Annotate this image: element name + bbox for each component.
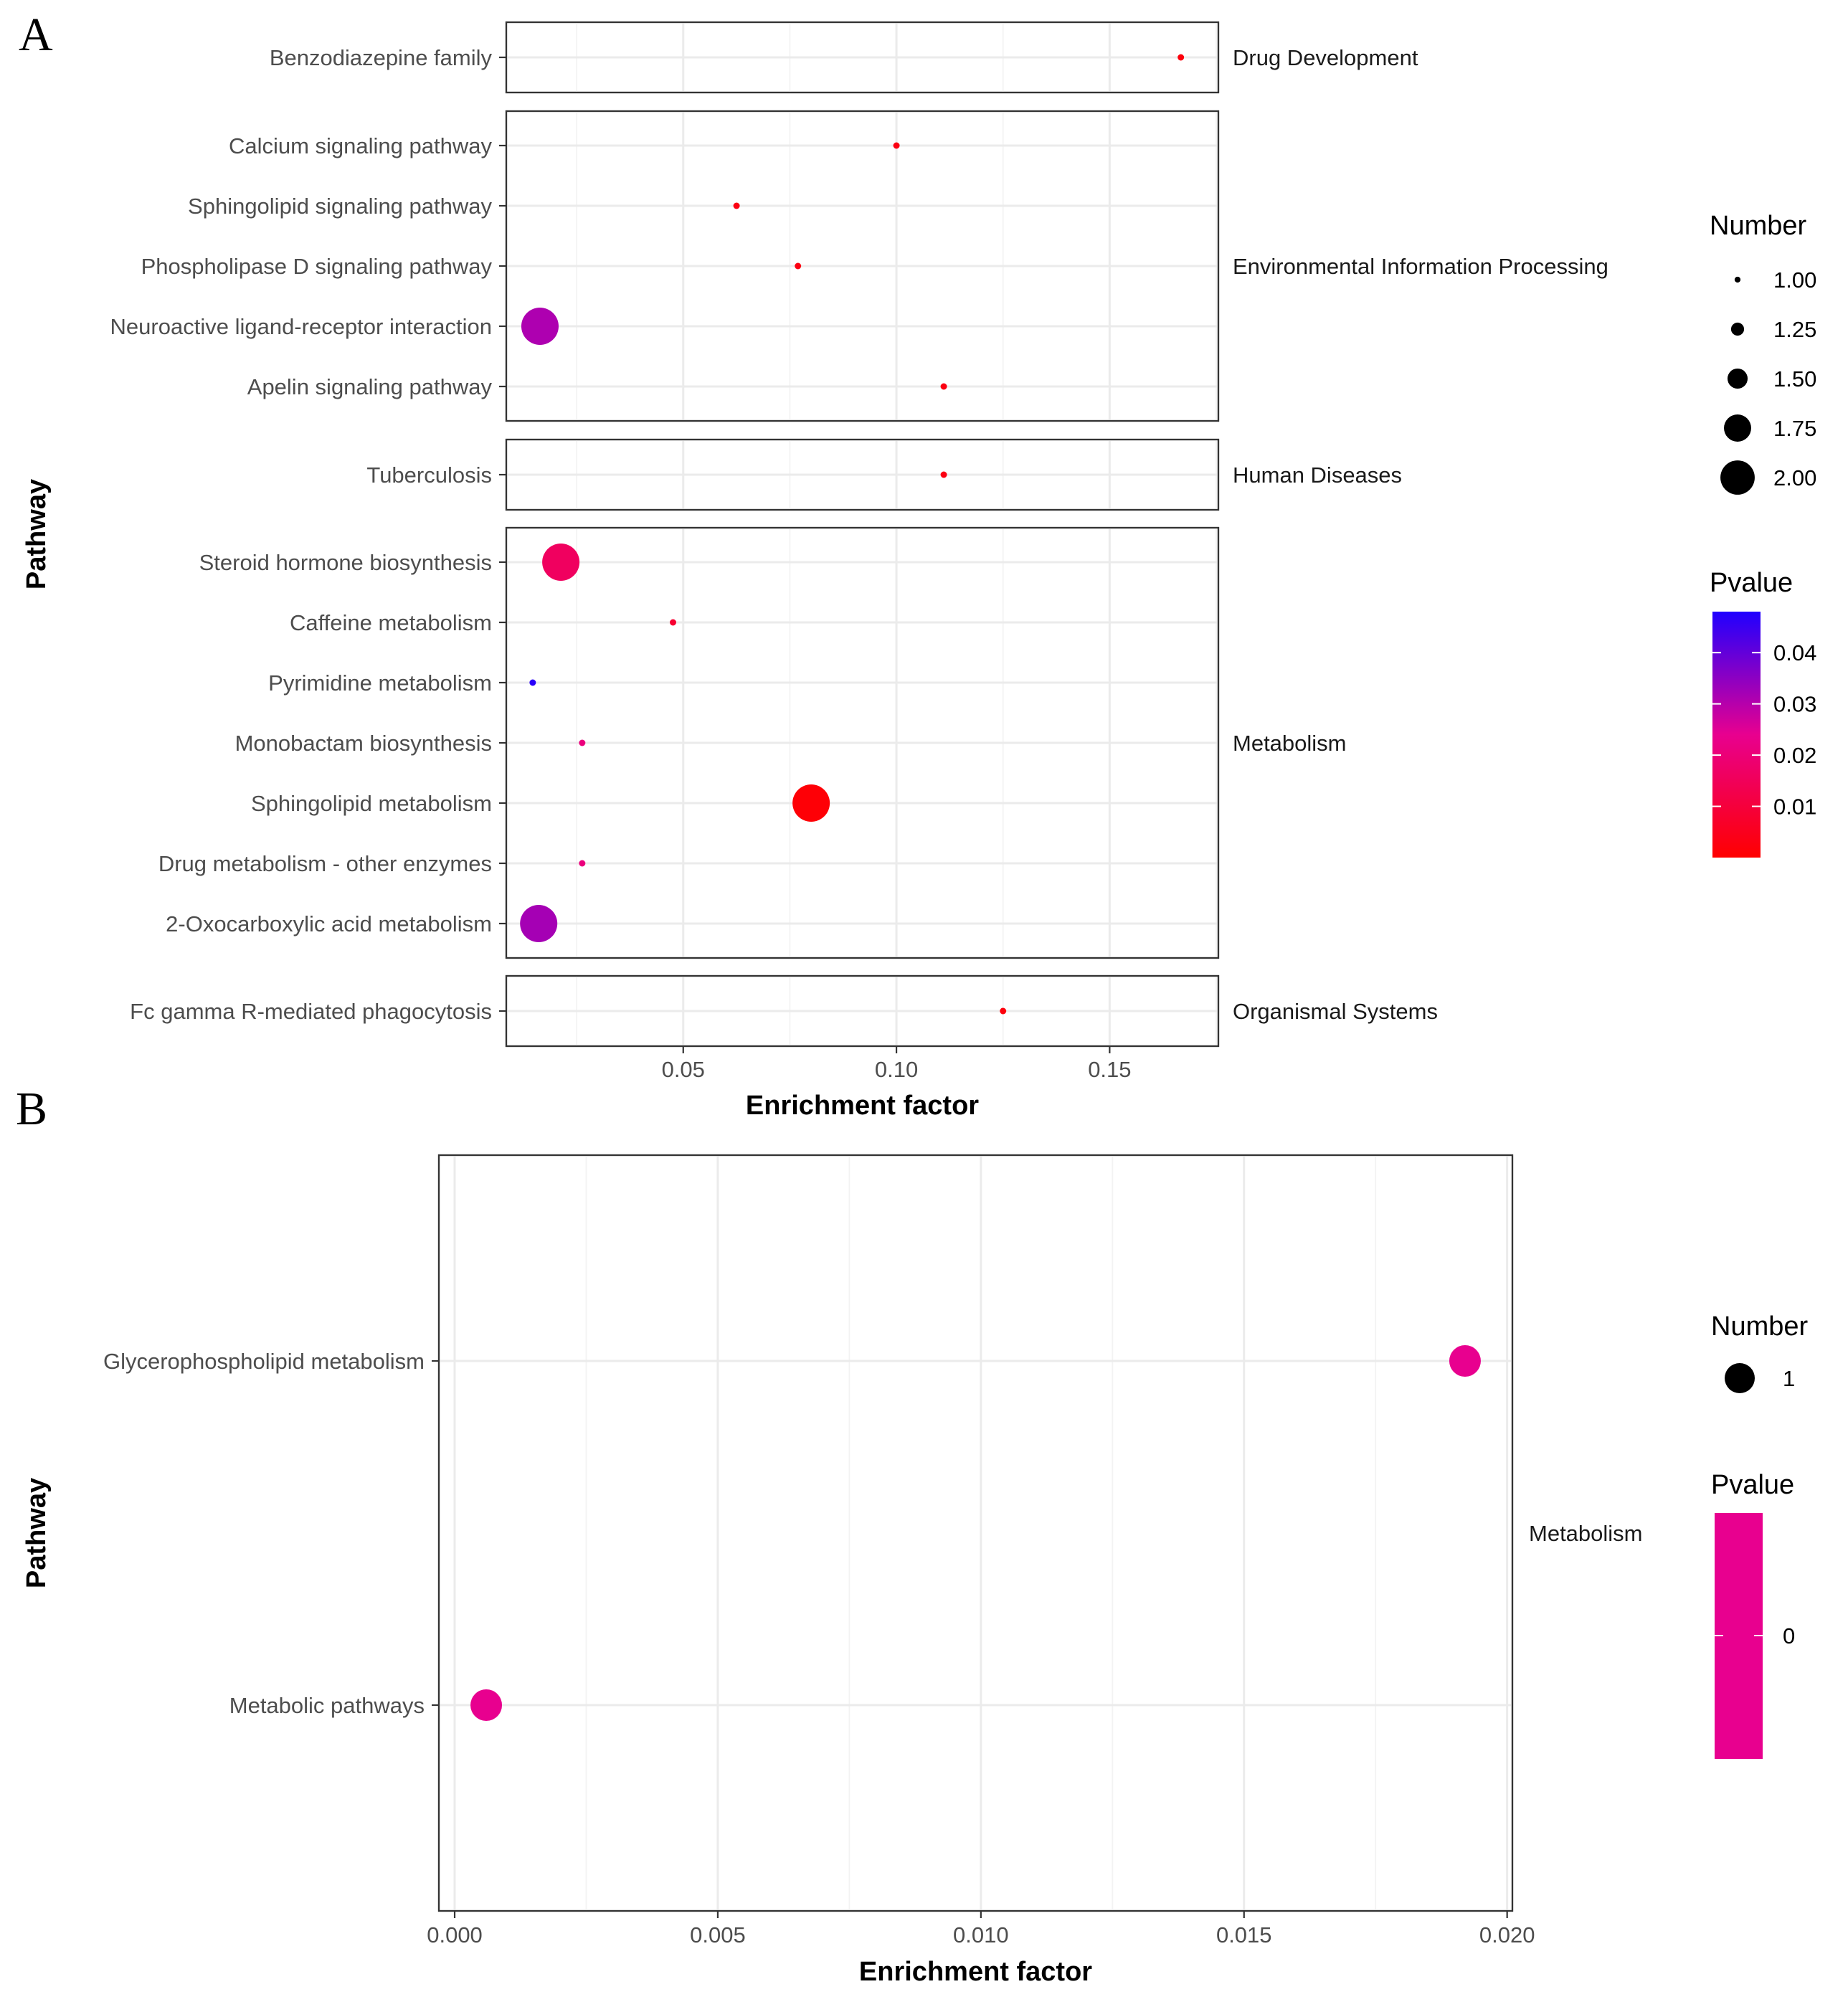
size-legend: Number 1.00 1.25 1.50 1.75 2.00 (1710, 211, 1816, 495)
y-tick-label: Phospholipase D signaling pathway (141, 254, 493, 279)
y-tick-label: Pyrimidine metabolism (268, 670, 492, 696)
panel-a: A Benzodiazepine family Drug Development Ca… (19, 9, 1816, 1121)
size-legend-key (1720, 460, 1755, 495)
x-tick-label: 0.05 (662, 1057, 705, 1082)
x-tick-label: 0.015 (1216, 1922, 1272, 1947)
facet-drug-development: Benzodiazepine family Drug Development (270, 21, 1418, 94)
color-legend: Pvalue 0 (1711, 1470, 1795, 1759)
size-legend-key (1734, 276, 1741, 283)
color-legend: Pvalue 0.04 0.03 0.02 0.01 (1710, 568, 1816, 858)
size-legend-label: 1.75 (1773, 416, 1816, 441)
data-point-metabolic-pathways (470, 1689, 503, 1721)
size-legend-label: 1 (1783, 1366, 1795, 1391)
data-point-drug-metabolism-other-enzymes (579, 860, 586, 867)
y-tick-label: Neuroactive ligand-receptor interaction (110, 314, 492, 339)
x-tick-label: 0.005 (690, 1922, 746, 1947)
facet-strip-label: Metabolism (1233, 731, 1347, 756)
y-tick-label: Caffeine metabolism (290, 610, 492, 635)
facet-human-diseases: Tuberculosis Human Diseases (366, 438, 1402, 511)
data-point-sphingolipid-signaling-pathway (733, 202, 740, 209)
data-point-tuberculosis (940, 471, 947, 478)
data-point-neuroactive-ligand-receptor-interaction (521, 308, 559, 345)
color-legend-title: Pvalue (1711, 1470, 1794, 1500)
data-point-pyrimidine-metabolism (529, 679, 536, 686)
y-tick-label: Apelin signaling pathway (247, 374, 493, 399)
data-point-steroid-hormone-biosynthesis (542, 544, 580, 581)
size-legend-title: Number (1711, 1311, 1808, 1342)
color-legend-label: 0 (1783, 1623, 1795, 1648)
y-tick-label: Steroid hormone biosynthesis (199, 550, 492, 575)
x-axis-title: Enrichment factor (746, 1091, 979, 1121)
y-tick-label: Glycerophospholipid metabolism (103, 1349, 425, 1374)
size-legend-title: Number (1710, 211, 1806, 241)
color-legend-label: 0.02 (1773, 743, 1816, 768)
y-tick-label: Calcium signaling pathway (229, 133, 493, 158)
color-legend-bar (1712, 612, 1761, 858)
y-axis-title: Pathway (22, 1478, 52, 1588)
y-tick-label: Fc gamma R-mediated phagocytosis (130, 999, 492, 1024)
facet-environmental-information-processing: Calcium signaling pathway Sphingolipid si… (110, 110, 1608, 422)
data-point-2-oxocarboxylic-acid-metabolism (520, 905, 558, 942)
y-tick-label: Monobactam biosynthesis (235, 731, 492, 756)
x-axis-title: Enrichment factor (859, 1957, 1092, 1987)
x-tick-label: 0.15 (1088, 1057, 1131, 1082)
facet-organismal-systems: Fc gamma R-mediated phagocytosis Organism… (130, 974, 1438, 1048)
plot-panel (437, 1154, 1514, 1912)
panel-border (437, 1154, 1514, 1912)
data-point-calcium-signaling-pathway (893, 142, 900, 149)
facet-strip-label: Metabolism (1529, 1521, 1643, 1546)
x-tick-label: 0.020 (1479, 1922, 1535, 1947)
size-legend: Number 1 (1711, 1311, 1808, 1393)
x-tick-label: 0.10 (875, 1057, 918, 1082)
facet-strip-label: Organismal Systems (1233, 999, 1438, 1024)
facet-strip-label: Environmental Information Processing (1233, 254, 1608, 279)
data-point-glycerophospholipid-metabolism (1449, 1345, 1481, 1377)
panel-label-a: A (19, 9, 53, 61)
color-legend-title: Pvalue (1710, 568, 1793, 598)
y-axis-title: Pathway (22, 479, 52, 589)
color-legend-label: 0.03 (1773, 692, 1816, 717)
panel-label-b: B (16, 1083, 47, 1135)
color-legend-label: 0.04 (1773, 640, 1816, 665)
size-legend-key (1730, 322, 1745, 336)
facet-strip-label: Human Diseases (1233, 462, 1402, 488)
data-point-phospholipase-d-signaling-pathway (795, 262, 802, 270)
y-tick-label: Metabolic pathways (229, 1693, 425, 1718)
panel-b: B Glycerophospholipid metabolism Metabolic… (16, 1083, 1808, 1987)
size-legend-label: 1.25 (1773, 317, 1816, 342)
y-tick-label: 2-Oxocarboxylic acid metabolism (166, 911, 492, 936)
size-legend-label: 1.00 (1773, 267, 1816, 293)
size-legend-label: 1.50 (1773, 366, 1816, 392)
y-tick-label: Sphingolipid metabolism (251, 791, 492, 816)
color-legend-label: 0.01 (1773, 794, 1816, 820)
facet-strip-label: Drug Development (1233, 45, 1418, 70)
data-point-benzodiazepine-family (1177, 54, 1185, 61)
data-point-fc-gamma-r-mediated-phagocytosis (1000, 1007, 1007, 1015)
facet-metabolism: Steroid hormone biosynthesis Caffeine met… (158, 526, 1347, 959)
data-point-apelin-signaling-pathway (940, 383, 947, 390)
x-tick-label: 0.000 (427, 1922, 483, 1947)
y-tick-label: Drug metabolism - other enzymes (158, 851, 492, 876)
size-legend-key (1725, 1363, 1755, 1393)
y-tick-label: Sphingolipid signaling pathway (188, 194, 492, 219)
data-point-sphingolipid-metabolism (792, 784, 830, 822)
y-tick-label: Benzodiazepine family (270, 45, 493, 70)
data-point-caffeine-metabolism (669, 619, 676, 626)
facet-metabolism: Glycerophospholipid metabolism Metabolic … (103, 1154, 1643, 1912)
data-point-monobactam-biosynthesis (579, 739, 586, 746)
size-legend-key (1727, 368, 1748, 389)
y-tick-label: Tuberculosis (366, 462, 492, 488)
size-legend-key (1724, 414, 1751, 442)
x-tick-label: 0.010 (953, 1922, 1009, 1947)
size-legend-label: 2.00 (1773, 465, 1816, 490)
